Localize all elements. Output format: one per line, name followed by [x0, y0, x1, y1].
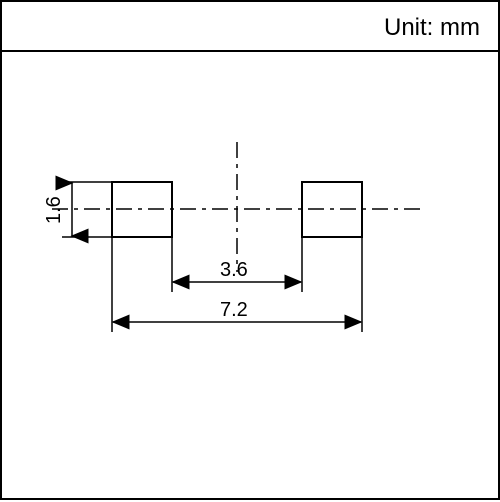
dim-value-1-6: 1.6 — [43, 196, 65, 224]
diagram-frame: Unit: mm 1.6 — [0, 0, 500, 500]
dim-value-7-2: 7.2 — [220, 299, 248, 321]
drawing-svg: 1.6 3.6 7.2 — [2, 2, 500, 502]
dim-value-3-6: 3.6 — [220, 259, 248, 281]
